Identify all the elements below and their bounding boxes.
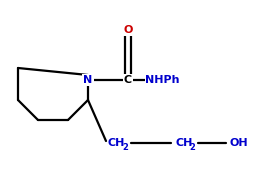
Text: CH: CH [175,138,192,148]
Text: 2: 2 [189,142,195,152]
Text: N: N [83,75,93,85]
Text: OH: OH [230,138,249,148]
Text: 2: 2 [122,142,128,152]
Text: CH: CH [108,138,125,148]
Text: NHPh: NHPh [145,75,179,85]
Text: O: O [123,25,133,35]
Text: C: C [124,75,132,85]
